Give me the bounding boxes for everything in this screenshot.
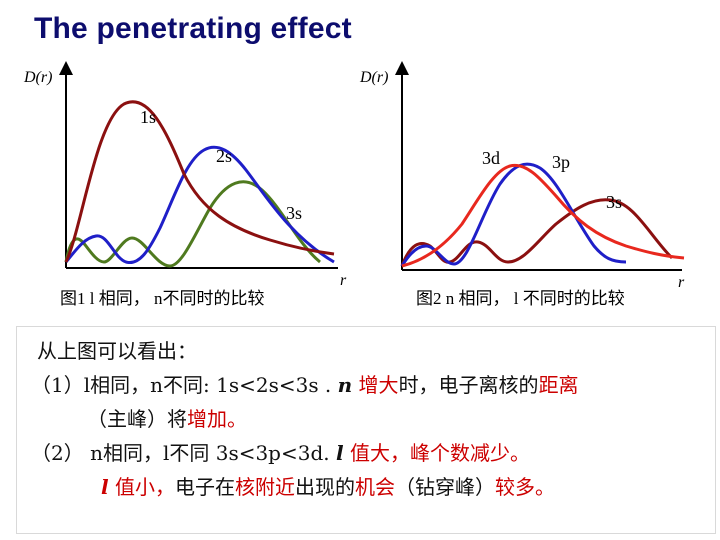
line4-highlight-more: 较多。 [494, 475, 555, 499]
line1-highlight-increase: 增大 [352, 373, 399, 397]
line3-l-symbol: l [336, 441, 344, 465]
slide-title: The penetrating effect [34, 12, 352, 45]
fig1-label-3s: 3s [286, 203, 302, 223]
line4-text-c: （钻穿峰） [394, 475, 495, 499]
conclusion-heading-text: 从上图可以看出： [37, 339, 197, 363]
line4-text-b: 出现的 [294, 475, 355, 499]
figure-1: D(r) r 1s 2s 3s 图1 l 相同， n不同时的比较 [23, 61, 347, 308]
fig2-label-3s: 3s [606, 192, 622, 212]
fig1-curve-2s [64, 145, 335, 265]
conclusion-line-3: （2） n相同，l不同 3s<3p<3d. l 值大，峰个数减少。 [31, 437, 530, 466]
diagram-canvas: D(r) r 1s 2s 3s 图1 l 相同， n不同时的比较 D(r) r … [23, 61, 685, 308]
conclusion-line-1: （1）l相同，n不同: 1s<2s<3s . n 增大时，电子离核的距离 [31, 369, 579, 398]
conclusion-line-4: l 值小，电子在核附近出现的机会（钻穿峰）较多。 [101, 471, 555, 500]
line3-highlight: 值大，峰个数减少。 [343, 441, 530, 465]
line4-highlight-chance: 机会 [354, 475, 395, 499]
fig2-curve-3p [400, 162, 627, 267]
line3-prefix: （2） n相同，l不同 3s<3p<3d. [31, 441, 336, 465]
fig2-label-3d: 3d [482, 148, 500, 168]
figure-2: D(r) r 3d 3p 3s 图2 n 相同， l 不同时的比较 [359, 61, 685, 308]
line1-highlight-distance: 距离 [538, 373, 579, 397]
line4-text-a: 电子在 [174, 475, 235, 499]
line2-text: （主峰）将 [87, 407, 187, 431]
line4-highlight-nucleus: 核附近 [234, 475, 295, 499]
line4-highlight-small: 值小， [108, 475, 175, 499]
fig2-y-axis-label: D(r) [359, 69, 388, 86]
fig1-curve-3s [64, 180, 321, 268]
fig1-label-2s: 2s [216, 146, 232, 166]
line1-middle: 时，电子离核的 [398, 373, 539, 397]
line1-n-symbol: n [337, 373, 353, 397]
fig2-curve-3d [401, 163, 685, 268]
fig1-curve-1s [64, 100, 335, 263]
fig2-caption: 图2 n 相同， l 不同时的比较 [416, 289, 625, 308]
conclusion-line-2: （主峰）将增加。 [87, 403, 247, 432]
fig1-x-axis-label: r [340, 272, 347, 289]
fig1-y-axis-label: D(r) [23, 69, 52, 86]
line2-highlight: 增加。 [187, 407, 247, 431]
fig1-caption: 图1 l 相同， n不同时的比较 [60, 289, 264, 308]
conclusion-heading: 从上图可以看出： [37, 335, 197, 364]
fig2-x-axis-label: r [678, 274, 685, 291]
line1-prefix: （1）l相同，n不同: 1s<2s<3s . [31, 373, 338, 397]
fig1-label-1s: 1s [140, 107, 156, 127]
conclusion-textbox: 从上图可以看出： （1）l相同，n不同: 1s<2s<3s . n 增大时，电子… [16, 326, 716, 534]
line4-l-symbol: l [101, 475, 109, 499]
fig2-label-3p: 3p [552, 152, 570, 172]
